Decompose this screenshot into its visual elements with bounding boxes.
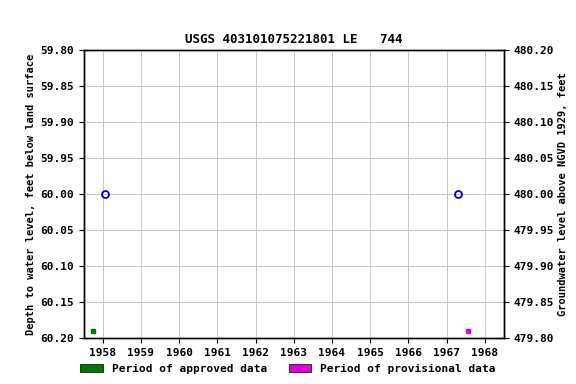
- Legend: Period of approved data, Period of provisional data: Period of approved data, Period of provi…: [76, 359, 500, 379]
- Y-axis label: Depth to water level, feet below land surface: Depth to water level, feet below land su…: [26, 53, 36, 334]
- Title: USGS 403101075221801 LE   744: USGS 403101075221801 LE 744: [185, 33, 403, 46]
- Y-axis label: Groundwater level above NGVD 1929, feet: Groundwater level above NGVD 1929, feet: [558, 72, 569, 316]
